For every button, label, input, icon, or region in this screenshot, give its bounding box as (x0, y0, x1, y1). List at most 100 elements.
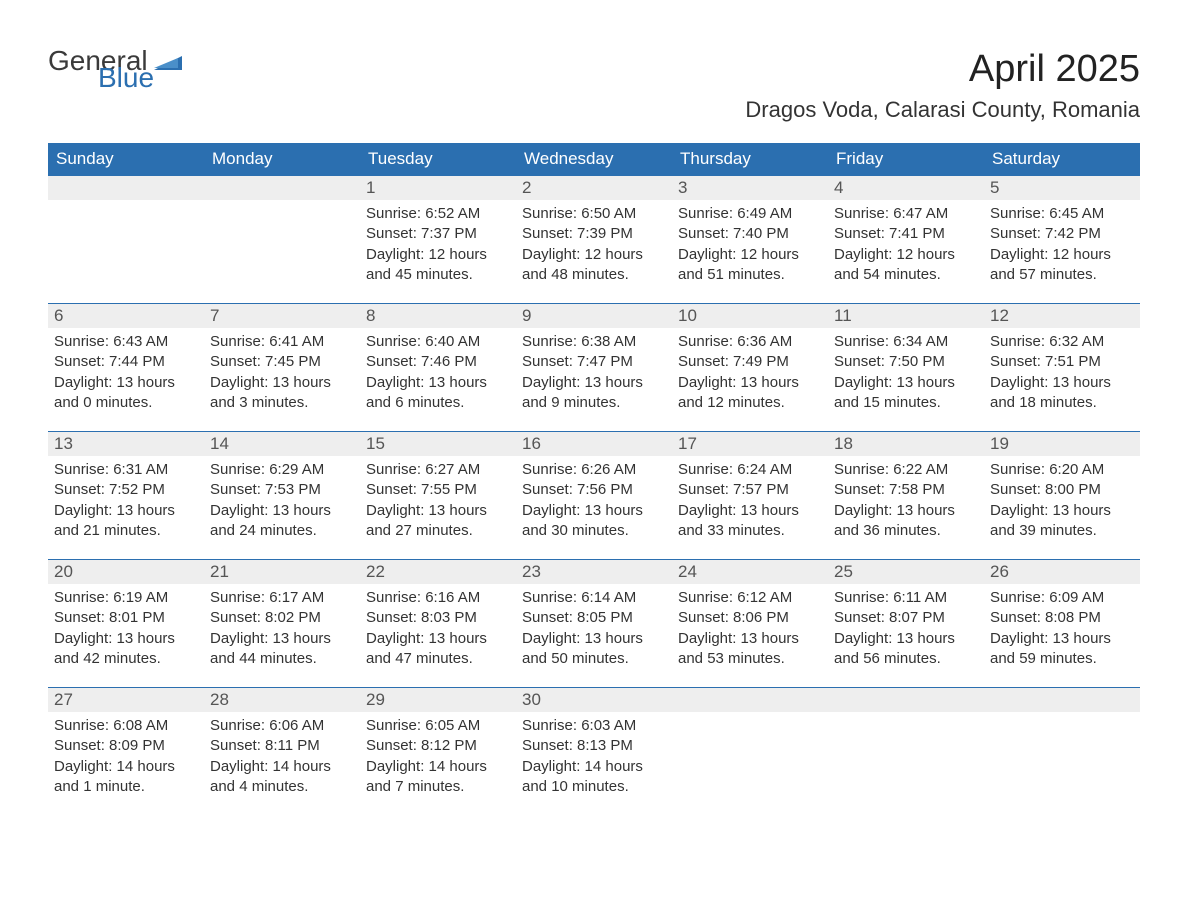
day-body: Sunrise: 6:19 AMSunset: 8:01 PMDaylight:… (48, 584, 204, 677)
sunrise-text: Sunrise: 6:38 AM (522, 332, 666, 352)
week-row: 6Sunrise: 6:43 AMSunset: 7:44 PMDaylight… (48, 304, 1140, 432)
sunset-text: Sunset: 8:12 PM (366, 736, 510, 756)
week-row: 27Sunrise: 6:08 AMSunset: 8:09 PMDayligh… (48, 688, 1140, 816)
weekday-header: Sunday (48, 143, 204, 176)
sunset-text: Sunset: 7:46 PM (366, 352, 510, 372)
daylight-text: Daylight: 14 hours and 4 minutes. (210, 757, 354, 798)
month-title: April 2025 (745, 48, 1140, 91)
day-number: 13 (48, 432, 204, 456)
day-number-strip (984, 688, 1140, 712)
weekday-header: Wednesday (516, 143, 672, 176)
daylight-text: Daylight: 13 hours and 42 minutes. (54, 629, 198, 670)
day-body: Sunrise: 6:49 AMSunset: 7:40 PMDaylight:… (672, 200, 828, 293)
day-body: Sunrise: 6:41 AMSunset: 7:45 PMDaylight:… (204, 328, 360, 421)
sunset-text: Sunset: 7:41 PM (834, 224, 978, 244)
day-cell: 29 Sunrise: 6:05 AMSunset: 8:12 PMDayligh… (360, 688, 516, 816)
day-body: Sunrise: 6:47 AMSunset: 7:41 PMDaylight:… (828, 200, 984, 293)
daylight-text: Daylight: 12 hours and 57 minutes. (990, 245, 1134, 286)
day-body: Sunrise: 6:17 AMSunset: 8:02 PMDaylight:… (204, 584, 360, 677)
sunrise-text: Sunrise: 6:43 AM (54, 332, 198, 352)
day-body: Sunrise: 6:32 AMSunset: 7:51 PMDaylight:… (984, 328, 1140, 421)
sunset-text: Sunset: 8:09 PM (54, 736, 198, 756)
sunrise-text: Sunrise: 6:41 AM (210, 332, 354, 352)
header: General Blue April 2025 Dragos Voda, Cal… (48, 48, 1140, 135)
sunrise-text: Sunrise: 6:31 AM (54, 460, 198, 480)
day-cell: 8Sunrise: 6:40 AMSunset: 7:46 PMDaylight… (360, 304, 516, 432)
day-cell: 24Sunrise: 6:12 AMSunset: 8:06 PMDayligh… (672, 560, 828, 688)
day-number: 23 (516, 560, 672, 584)
day-number: 22 (360, 560, 516, 584)
sunset-text: Sunset: 7:57 PM (678, 480, 822, 500)
day-cell: 15Sunrise: 6:27 AMSunset: 7:55 PMDayligh… (360, 432, 516, 560)
day-cell: 13Sunrise: 6:31 AMSunset: 7:52 PMDayligh… (48, 432, 204, 560)
weekday-header: Friday (828, 143, 984, 176)
sunset-text: Sunset: 7:44 PM (54, 352, 198, 372)
day-number: 7 (204, 304, 360, 328)
sunset-text: Sunset: 7:52 PM (54, 480, 198, 500)
daylight-text: Daylight: 13 hours and 53 minutes. (678, 629, 822, 670)
day-cell: 7Sunrise: 6:41 AMSunset: 7:45 PMDaylight… (204, 304, 360, 432)
sunrise-text: Sunrise: 6:12 AM (678, 588, 822, 608)
sunrise-text: Sunrise: 6:27 AM (366, 460, 510, 480)
day-number: 10 (672, 304, 828, 328)
day-body: Sunrise: 6:11 AMSunset: 8:07 PMDaylight:… (828, 584, 984, 677)
daylight-text: Daylight: 13 hours and 33 minutes. (678, 501, 822, 542)
day-number: 19 (984, 432, 1140, 456)
daylight-text: Daylight: 12 hours and 45 minutes. (366, 245, 510, 286)
day-body: Sunrise: 6:14 AMSunset: 8:05 PMDaylight:… (516, 584, 672, 677)
sunrise-text: Sunrise: 6:20 AM (990, 460, 1134, 480)
day-number: 11 (828, 304, 984, 328)
sunset-text: Sunset: 7:51 PM (990, 352, 1134, 372)
day-cell (828, 688, 984, 816)
day-body: Sunrise: 6:03 AMSunset: 8:13 PMDaylight:… (516, 712, 672, 805)
day-number: 4 (828, 176, 984, 200)
day-cell: 20Sunrise: 6:19 AMSunset: 8:01 PMDayligh… (48, 560, 204, 688)
sunrise-text: Sunrise: 6:09 AM (990, 588, 1134, 608)
sunrise-text: Sunrise: 6:50 AM (522, 204, 666, 224)
day-cell: 1Sunrise: 6:52 AMSunset: 7:37 PMDaylight… (360, 176, 516, 304)
sunrise-text: Sunrise: 6:45 AM (990, 204, 1134, 224)
daylight-text: Daylight: 13 hours and 36 minutes. (834, 501, 978, 542)
sunrise-text: Sunrise: 6:17 AM (210, 588, 354, 608)
sunrise-text: Sunrise: 6:24 AM (678, 460, 822, 480)
day-body: Sunrise: 6:08 AMSunset: 8:09 PMDaylight:… (48, 712, 204, 805)
sunset-text: Sunset: 7:47 PM (522, 352, 666, 372)
sunset-text: Sunset: 7:39 PM (522, 224, 666, 244)
day-cell: 9Sunrise: 6:38 AMSunset: 7:47 PMDaylight… (516, 304, 672, 432)
day-body: Sunrise: 6:16 AMSunset: 8:03 PMDaylight:… (360, 584, 516, 677)
daylight-text: Daylight: 13 hours and 18 minutes. (990, 373, 1134, 414)
day-number-strip (828, 688, 984, 712)
daylight-text: Daylight: 12 hours and 48 minutes. (522, 245, 666, 286)
day-number: 2 (516, 176, 672, 200)
day-cell (48, 176, 204, 304)
day-cell: 4Sunrise: 6:47 AMSunset: 7:41 PMDaylight… (828, 176, 984, 304)
day-cell: 26Sunrise: 6:09 AMSunset: 8:08 PMDayligh… (984, 560, 1140, 688)
day-cell: 19Sunrise: 6:20 AMSunset: 8:00 PMDayligh… (984, 432, 1140, 560)
day-body: Sunrise: 6:43 AMSunset: 7:44 PMDaylight:… (48, 328, 204, 421)
day-number: 16 (516, 432, 672, 456)
sunrise-text: Sunrise: 6:29 AM (210, 460, 354, 480)
sunset-text: Sunset: 7:37 PM (366, 224, 510, 244)
sunrise-text: Sunrise: 6:40 AM (366, 332, 510, 352)
daylight-text: Daylight: 13 hours and 0 minutes. (54, 373, 198, 414)
day-cell: 14Sunrise: 6:29 AMSunset: 7:53 PMDayligh… (204, 432, 360, 560)
sunrise-text: Sunrise: 6:03 AM (522, 716, 666, 736)
daylight-text: Daylight: 12 hours and 54 minutes. (834, 245, 978, 286)
sunset-text: Sunset: 8:11 PM (210, 736, 354, 756)
sunrise-text: Sunrise: 6:32 AM (990, 332, 1134, 352)
day-body: Sunrise: 6:34 AMSunset: 7:50 PMDaylight:… (828, 328, 984, 421)
day-body: Sunrise: 6:50 AMSunset: 7:39 PMDaylight:… (516, 200, 672, 293)
day-body: Sunrise: 6:52 AMSunset: 7:37 PMDaylight:… (360, 200, 516, 293)
day-number: 29 (360, 688, 516, 712)
day-cell: 17 Sunrise: 6:24 AMSunset: 7:57 PMDayligh… (672, 432, 828, 560)
week-row: 20Sunrise: 6:19 AMSunset: 8:01 PMDayligh… (48, 560, 1140, 688)
daylight-text: Daylight: 13 hours and 30 minutes. (522, 501, 666, 542)
daylight-text: Daylight: 13 hours and 59 minutes. (990, 629, 1134, 670)
sunrise-text: Sunrise: 6:05 AM (366, 716, 510, 736)
day-number: 8 (360, 304, 516, 328)
daylight-text: Daylight: 13 hours and 50 minutes. (522, 629, 666, 670)
day-number: 17 (672, 432, 828, 456)
week-row: 13 Sunrise: 6:31 AMSunset: 7:52 PM Dayligh… (48, 432, 1140, 560)
weekday-header: Thursday (672, 143, 828, 176)
daylight-text: Daylight: 14 hours and 7 minutes. (366, 757, 510, 798)
